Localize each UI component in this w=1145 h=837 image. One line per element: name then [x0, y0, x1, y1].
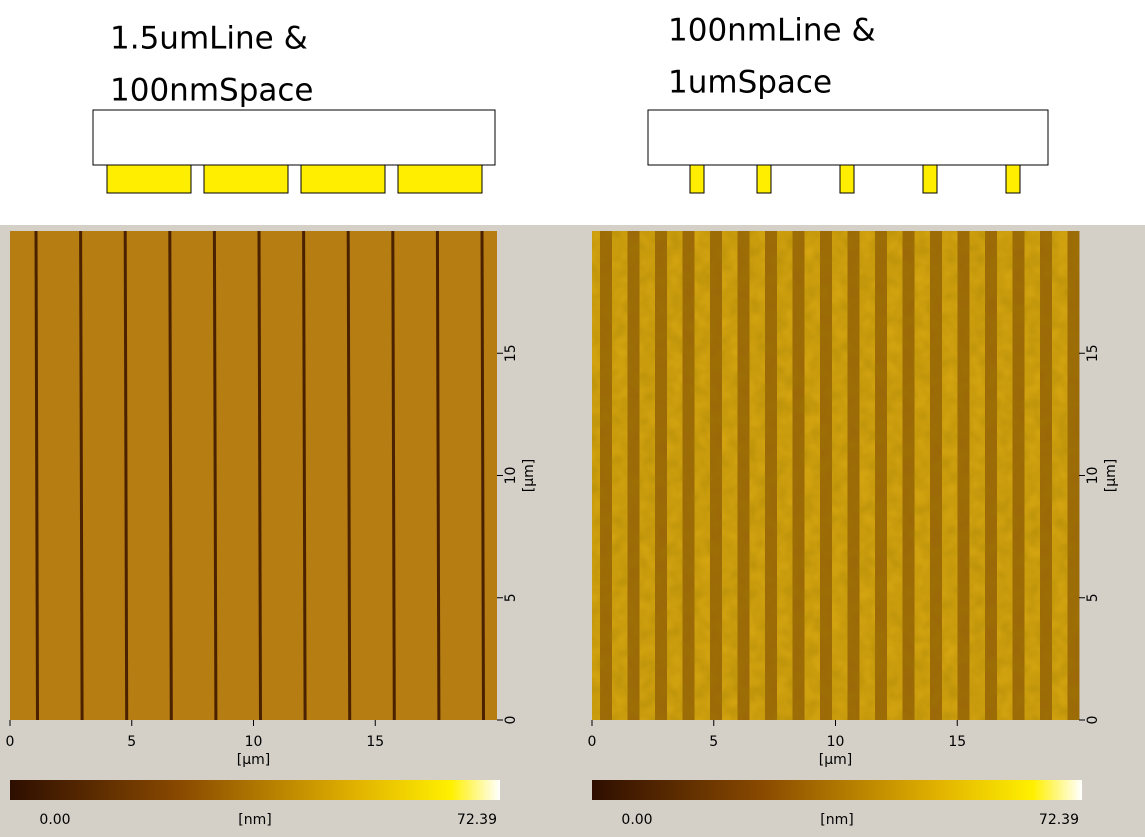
colorbar-min: 0.00	[621, 812, 652, 828]
groove	[393, 231, 395, 720]
groove	[348, 231, 350, 720]
x-unit: [µm]	[237, 752, 270, 768]
y-tick-label: 5	[503, 593, 519, 602]
x-tick-label: 15	[948, 734, 966, 750]
x-tick-label: 10	[245, 734, 263, 750]
x-tick-label: 0	[588, 734, 597, 750]
x-tick-label: 15	[366, 734, 384, 750]
colorbar-unit: [nm]	[238, 812, 271, 828]
colorbar-max: 72.39	[457, 812, 497, 828]
panel-title: 100nmSpace	[110, 73, 313, 109]
x-tick-label: 10	[827, 734, 845, 750]
y-tick-label: 0	[1085, 716, 1101, 725]
groove	[304, 231, 306, 720]
colorbar-max: 72.39	[1039, 812, 1079, 828]
y-unit: [µm]	[1103, 459, 1119, 492]
groove	[214, 231, 216, 720]
panel-title: 1umSpace	[668, 65, 832, 101]
y-tick-label: 10	[503, 467, 519, 485]
texture	[592, 231, 1079, 720]
groove	[125, 231, 127, 720]
y-tick-label: 5	[1085, 593, 1101, 602]
colorbar-unit: [nm]	[820, 812, 853, 828]
groove	[259, 231, 261, 720]
x-tick-label: 0	[6, 734, 15, 750]
x-tick-label: 5	[709, 734, 718, 750]
y-tick-label: 10	[1085, 467, 1101, 485]
y-tick-label: 15	[1085, 344, 1101, 362]
y-tick-label: 0	[503, 716, 519, 725]
groove	[482, 231, 484, 720]
panel-title: 1.5umLine &	[110, 21, 308, 57]
panel-title: 100nmLine &	[668, 13, 876, 49]
afm-image	[10, 231, 497, 720]
x-unit: [µm]	[819, 752, 852, 768]
groove	[170, 231, 172, 720]
y-unit: [µm]	[521, 459, 537, 492]
colorbar	[10, 780, 500, 800]
afm-image	[592, 231, 1080, 720]
x-tick-label: 5	[127, 734, 136, 750]
colorbar	[592, 780, 1082, 800]
groove	[437, 231, 439, 720]
y-tick-label: 15	[503, 344, 519, 362]
colorbar-min: 0.00	[39, 812, 70, 828]
groove	[81, 231, 83, 720]
page: 1.5umLine & 100nmSpace 0 5 10 15 [µm] 0 5 10 15 [µm…	[0, 0, 1145, 837]
groove	[36, 231, 38, 720]
